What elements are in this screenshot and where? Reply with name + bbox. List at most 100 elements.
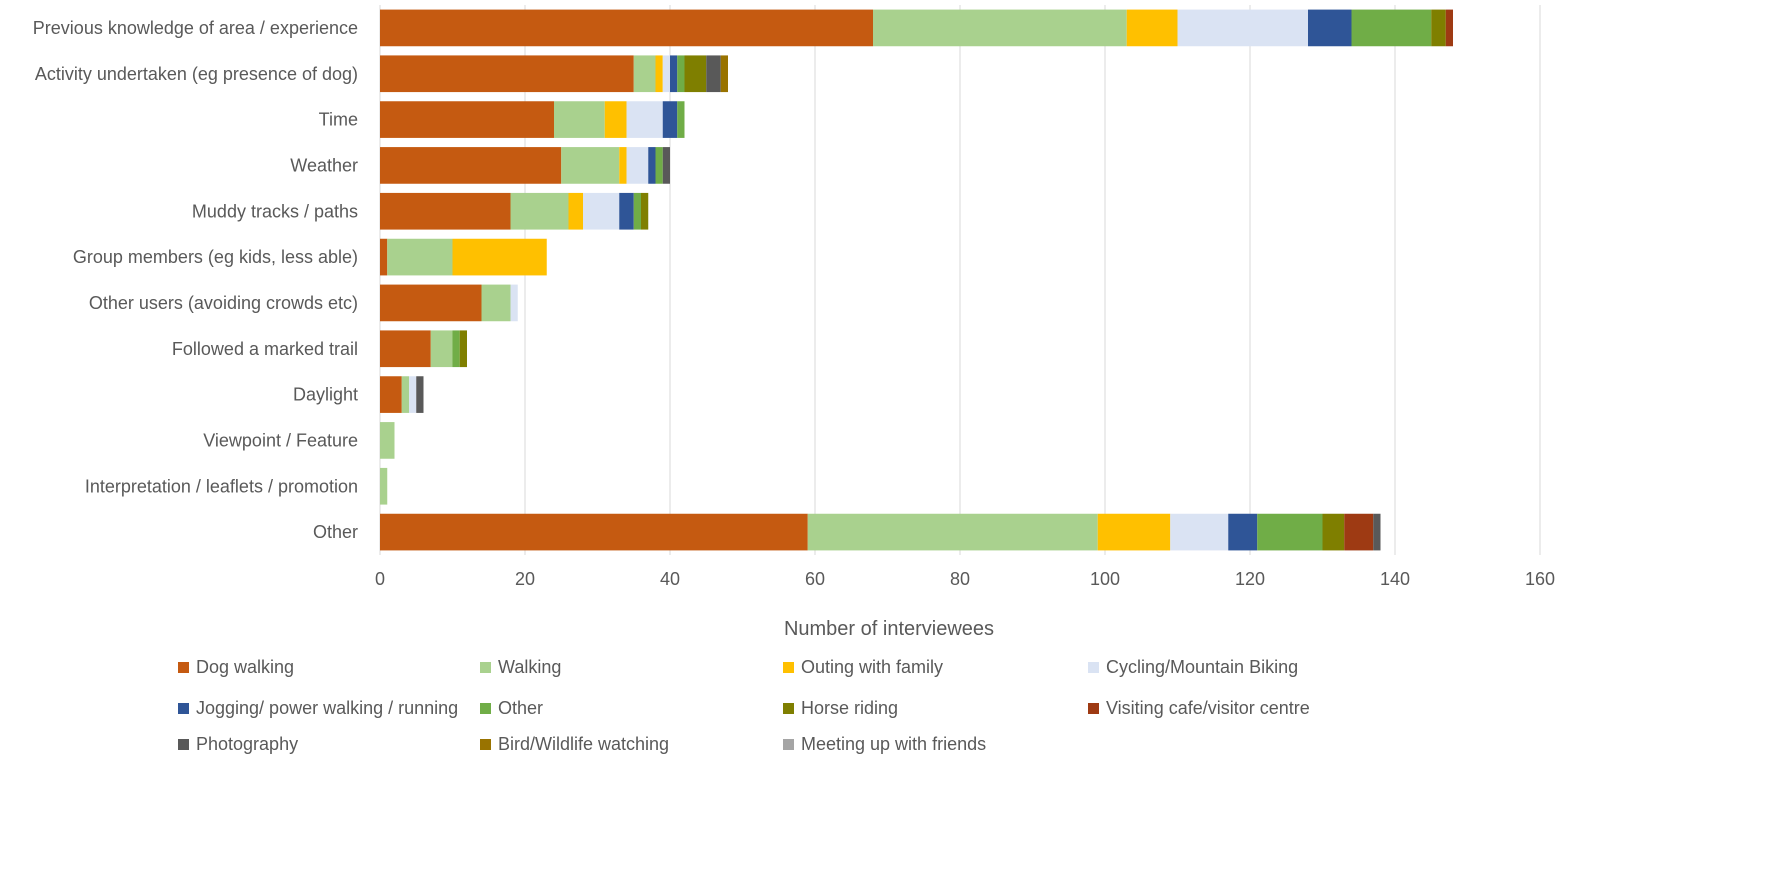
bar-muddy-tracks-paths-other [633, 192, 641, 230]
bar-muddy-tracks-paths-outing-with-family [568, 192, 583, 230]
bar-muddy-tracks-paths-jogging-power-walking-running [619, 192, 634, 230]
x-tick-label-20: 20 [515, 569, 535, 589]
legend-swatch-walking [480, 662, 491, 673]
category-label-group-members-eg-kids-less-able: Group members (eg kids, less able) [73, 247, 358, 267]
bar-daylight-cycling-mountain-biking [409, 376, 417, 413]
legend-label-walking: Walking [498, 657, 561, 677]
bar-followed-a-marked-trail-dog-walking [380, 330, 431, 368]
bar-activity-undertaken-eg-presence-of-dog-outing-with-family [655, 55, 663, 93]
bar-previous-knowledge-of-area-experience-cycling-mountain-biking [1177, 9, 1308, 47]
category-label-other: Other [313, 522, 358, 542]
bar-followed-a-marked-trail-other [452, 330, 460, 368]
legend-swatch-bird-wildlife-watching [480, 739, 491, 750]
x-tick-label-140: 140 [1380, 569, 1410, 589]
bar-weather-outing-with-family [619, 147, 627, 184]
x-tick-label-80: 80 [950, 569, 970, 589]
legend-label-other: Other [498, 698, 543, 718]
legend-swatch-dog-walking [178, 662, 189, 673]
bar-viewpoint-feature-walking [380, 422, 395, 459]
bar-activity-undertaken-eg-presence-of-dog-other [677, 55, 685, 93]
bar-time-cycling-mountain-biking [626, 101, 663, 138]
legend-label-jogging-power-walking-running: Jogging/ power walking / running [196, 698, 458, 718]
x-tick-label-60: 60 [805, 569, 825, 589]
bar-previous-knowledge-of-area-experience-jogging-power-walking-running [1308, 9, 1352, 47]
bar-daylight-photography [416, 376, 424, 413]
bar-previous-knowledge-of-area-experience-horse-riding [1431, 9, 1446, 47]
bar-group-members-eg-kids-less-able-dog-walking [380, 238, 388, 276]
category-labels: Previous knowledge of area / experience A… [33, 18, 358, 542]
category-label-weather: Weather [290, 155, 358, 175]
bar-activity-undertaken-eg-presence-of-dog-horse-riding [684, 55, 707, 93]
bar-previous-knowledge-of-area-experience-other [1351, 9, 1432, 47]
legend-label-visiting-cafe-visitor-centre: Visiting cafe/visitor centre [1106, 698, 1310, 718]
bar-time-dog-walking [380, 101, 554, 138]
bar-muddy-tracks-paths-walking [510, 192, 569, 230]
legend-swatch-photography [178, 739, 189, 750]
legend-label-dog-walking: Dog walking [196, 657, 294, 677]
bar-other-cycling-mountain-biking [1170, 513, 1229, 551]
bar-previous-knowledge-of-area-experience-outing-with-family [1126, 9, 1178, 47]
bar-daylight-walking [401, 376, 409, 413]
bar-weather-jogging-power-walking-running [648, 147, 656, 184]
x-tick-label-160: 160 [1525, 569, 1555, 589]
bar-previous-knowledge-of-area-experience-walking [873, 9, 1127, 47]
legend-swatch-jogging-power-walking-running [178, 703, 189, 714]
bar-muddy-tracks-paths-cycling-mountain-biking [583, 192, 620, 230]
bar-other-outing-with-family [1097, 513, 1171, 551]
legend-label-horse-riding: Horse riding [801, 698, 898, 718]
legend-label-meeting-up-with-friends: Meeting up with friends [801, 734, 986, 754]
bar-weather-cycling-mountain-biking [626, 147, 649, 184]
bar-previous-knowledge-of-area-experience-visiting-cafe-visitor-centre [1445, 9, 1453, 47]
bar-followed-a-marked-trail-horse-riding [459, 330, 467, 368]
bar-other-visiting-cafe-visitor-centre [1344, 513, 1374, 551]
bar-activity-undertaken-eg-presence-of-dog-walking [633, 55, 656, 93]
category-label-daylight: Daylight [293, 385, 358, 405]
bar-activity-undertaken-eg-presence-of-dog-cycling-mountain-biking [662, 55, 670, 93]
bar-activity-undertaken-eg-presence-of-dog-jogging-power-walking-running [670, 55, 678, 93]
legend-label-outing-with-family: Outing with family [801, 657, 943, 677]
bar-other-users-avoiding-crowds-etc-dog-walking [380, 284, 482, 322]
legend-swatch-cycling-mountain-biking [1088, 662, 1099, 673]
bar-weather-photography [662, 147, 670, 184]
category-label-previous-knowledge-of-area-experience: Previous knowledge of area / experience [33, 18, 358, 38]
legend-label-cycling-mountain-biking: Cycling/Mountain Biking [1106, 657, 1298, 677]
legend-swatch-meeting-up-with-friends [783, 739, 794, 750]
bar-activity-undertaken-eg-presence-of-dog-dog-walking [380, 55, 634, 93]
x-tick-labels: 0 20 40 60 80 100 120 140 160 [375, 569, 1555, 589]
bar-daylight-dog-walking [380, 376, 402, 413]
bar-previous-knowledge-of-area-experience-dog-walking [380, 9, 873, 47]
bar-time-other [677, 101, 685, 138]
category-label-interpretation-leaflets-promotion: Interpretation / leaflets / promotion [85, 476, 358, 496]
bar-other-walking [807, 513, 1098, 551]
legend-swatch-visiting-cafe-visitor-centre [1088, 703, 1099, 714]
category-label-followed-a-marked-trail: Followed a marked trail [172, 339, 358, 359]
bar-activity-undertaken-eg-presence-of-dog-photography [706, 55, 721, 93]
bar-group-members-eg-kids-less-able-walking [387, 238, 453, 276]
bar-other-jogging-power-walking-running [1228, 513, 1258, 551]
category-label-activity-undertaken-eg-presence-of-dog: Activity undertaken (eg presence of dog) [35, 64, 358, 84]
bars [380, 9, 1453, 551]
bar-weather-dog-walking [380, 147, 562, 184]
bar-other-other [1257, 513, 1323, 551]
bar-other-horse-riding [1322, 513, 1345, 551]
bar-muddy-tracks-paths-horse-riding [641, 192, 649, 230]
legend-swatch-other [480, 703, 491, 714]
category-label-other-users-avoiding-crowds-etc: Other users (avoiding crowds etc) [89, 293, 358, 313]
legend: Dog walking Walking Outing with family Cycl… [178, 657, 1310, 754]
legend-swatch-horse-riding [783, 703, 794, 714]
legend-swatch-outing-with-family [783, 662, 794, 673]
bar-time-outing-with-family [604, 101, 627, 138]
category-label-time: Time [319, 110, 358, 130]
x-tick-label-40: 40 [660, 569, 680, 589]
x-axis-title: Number of interviewees [784, 618, 994, 640]
category-label-viewpoint-feature: Viewpoint / Feature [203, 430, 358, 450]
x-tick-label-100: 100 [1090, 569, 1120, 589]
legend-label-bird-wildlife-watching: Bird/Wildlife watching [498, 734, 669, 754]
x-tick-label-0: 0 [375, 569, 385, 589]
bar-muddy-tracks-paths-dog-walking [380, 192, 511, 230]
bar-group-members-eg-kids-less-able-outing-with-family [452, 238, 547, 276]
bar-followed-a-marked-trail-walking [430, 330, 453, 368]
bar-other-dog-walking [380, 513, 808, 551]
